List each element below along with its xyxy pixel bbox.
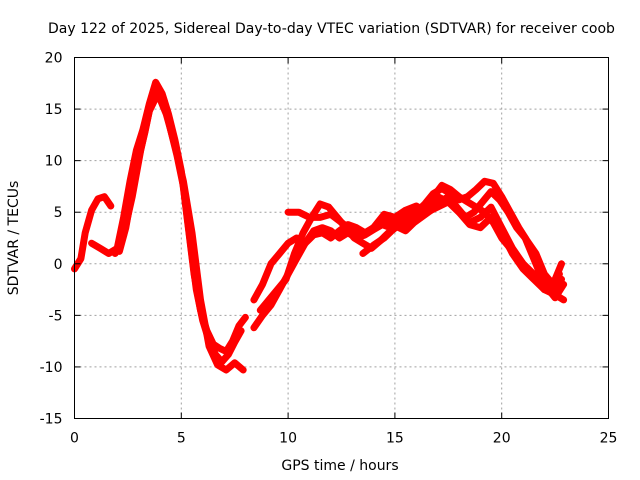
y-tick-label: 15 bbox=[45, 102, 63, 118]
data-layer bbox=[71, 78, 568, 374]
x-tick-label: 10 bbox=[279, 431, 297, 447]
series-track-4 bbox=[111, 90, 247, 374]
series-track-3 bbox=[115, 82, 245, 366]
tick-layer: 0 5 10 15 20 25 -15 -10 -5 0 5 10 15 20 bbox=[40, 51, 618, 447]
series-track-1 bbox=[71, 193, 115, 273]
chart-title: Day 122 of 2025, Sidereal Day-to-day VTE… bbox=[48, 21, 615, 37]
x-tick-label: 20 bbox=[493, 431, 511, 447]
x-tick-label: 15 bbox=[386, 431, 404, 447]
y-tick-label: -15 bbox=[40, 412, 63, 428]
series-track-9 bbox=[359, 193, 568, 304]
y-tick-label: 20 bbox=[45, 51, 63, 67]
x-tick-label: 5 bbox=[177, 431, 186, 447]
x-tick-label: 0 bbox=[70, 431, 79, 447]
y-tick-label: 10 bbox=[45, 154, 63, 170]
y-tick-label: 5 bbox=[54, 205, 63, 221]
y-tick-label: -10 bbox=[40, 360, 63, 376]
x-axis-label: GPS time / hours bbox=[281, 458, 398, 474]
grid-layer bbox=[74, 57, 609, 419]
plot-frame bbox=[74, 57, 609, 419]
x-tick-label: 25 bbox=[600, 431, 618, 447]
y-tick-label: 0 bbox=[54, 257, 63, 273]
y-axis-label: SDTVAR / TECUs bbox=[6, 181, 22, 296]
y-tick-label: -5 bbox=[49, 308, 63, 324]
